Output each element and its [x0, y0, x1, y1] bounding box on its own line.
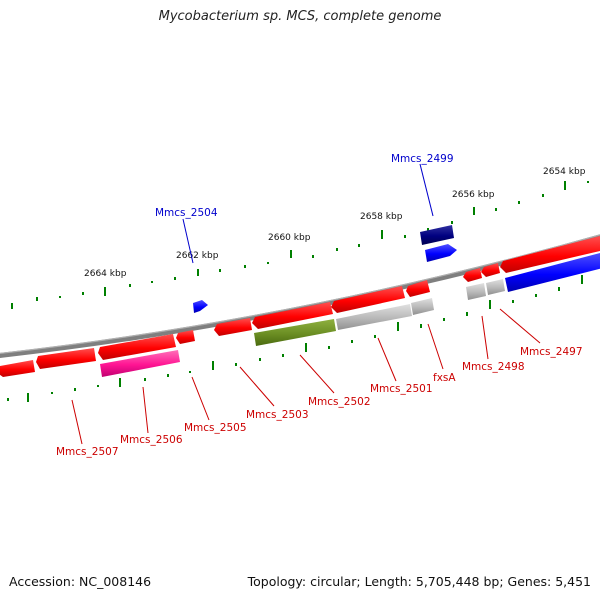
gene-mmcs-2504[interactable] — [193, 300, 208, 313]
outer-tick-track — [11, 181, 589, 309]
inner-tick-track — [7, 275, 583, 402]
gene-mmcs-2498-red[interactable] — [463, 268, 482, 282]
gene-mmcs-2497-red-a[interactable] — [481, 263, 500, 277]
gene-red-a[interactable] — [98, 334, 176, 360]
label-mmcs-2504[interactable]: Mmcs_2504 — [155, 207, 218, 219]
label-mmcs-2498[interactable]: Mmcs_2498 — [462, 361, 525, 373]
label-mmcs-2502[interactable]: Mmcs_2502 — [308, 396, 371, 408]
bottom-label-leaders — [71, 308, 541, 445]
gene-mmcs-2499-blue[interactable] — [425, 244, 457, 262]
scale-label-2664: 2664 kbp — [84, 269, 127, 279]
gene-mmcs-2497[interactable] — [505, 253, 600, 292]
label-mmcs-2506[interactable]: Mmcs_2506 — [120, 434, 183, 446]
gene-mmcs-2501-grey[interactable] — [336, 304, 412, 330]
gene-mmcs-2505[interactable] — [214, 318, 252, 336]
gene-mmcs-2498-grey-b[interactable] — [486, 279, 505, 295]
label-mmcs-2499[interactable]: Mmcs_2499 — [391, 153, 454, 165]
gene-mmcs-2506[interactable] — [100, 350, 180, 377]
gene-mmcs-2503[interactable] — [252, 302, 333, 329]
label-mmcs-2505[interactable]: Mmcs_2505 — [184, 422, 247, 434]
gene-mmcs-2507[interactable] — [0, 360, 35, 377]
label-mmcs-2503[interactable]: Mmcs_2503 — [246, 409, 309, 421]
label-mmcs-2497[interactable]: Mmcs_2497 — [520, 346, 583, 358]
label-fxsa[interactable]: fxsA — [433, 372, 456, 384]
gene-fxsa-grey[interactable] — [411, 298, 434, 315]
gene-mmcs-2506-red[interactable] — [36, 348, 96, 369]
gene-mmcs-2498-grey[interactable] — [466, 283, 486, 300]
label-mmcs-2507[interactable]: Mmcs_2507 — [56, 446, 119, 458]
top-label-leaders — [182, 163, 434, 264]
scale-label-2662: 2662 kbp — [176, 251, 219, 261]
genome-summary-text: Topology: circular; Length: 5,705,448 bp… — [247, 574, 591, 589]
scale-label-2660: 2660 kbp — [268, 233, 311, 243]
gene-mmcs-2497-red-b[interactable] — [500, 236, 600, 273]
scale-label-2658: 2658 kbp — [360, 212, 403, 222]
scale-label-2656: 2656 kbp — [452, 190, 495, 200]
page-title: Mycobacterium sp. MCS, complete genome — [158, 9, 442, 24]
gene-mmcs-2502-olive[interactable] — [254, 319, 336, 346]
gene-mmcs-2501[interactable] — [406, 280, 430, 297]
gene-mmcs-2499-navy[interactable] — [420, 225, 454, 245]
gene-red-b[interactable] — [176, 330, 195, 344]
label-mmcs-2501[interactable]: Mmcs_2501 — [370, 383, 433, 395]
scale-label-2654: 2654 kbp — [543, 167, 586, 177]
gene-mmcs-2502[interactable] — [331, 286, 405, 313]
accession-text: Accession: NC_008146 — [9, 574, 152, 589]
